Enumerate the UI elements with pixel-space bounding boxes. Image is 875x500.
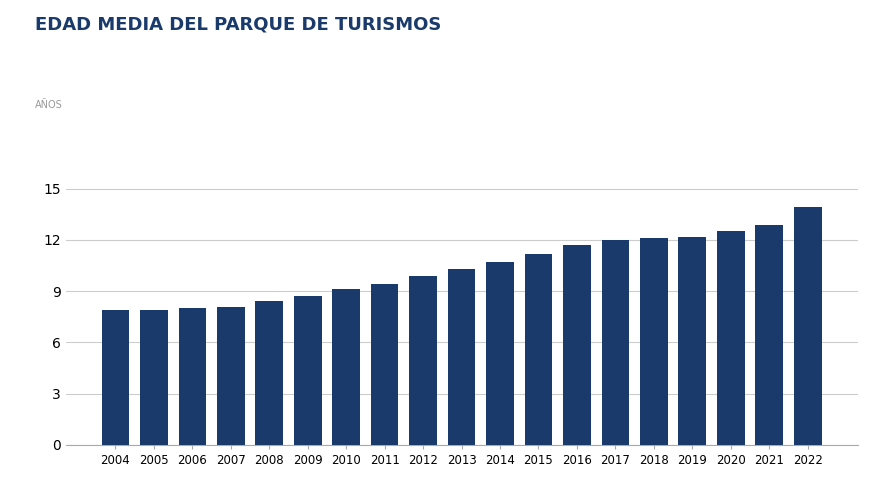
Bar — [487, 262, 514, 445]
Bar — [564, 245, 591, 445]
Bar — [640, 238, 668, 445]
Bar — [525, 254, 552, 445]
Bar — [448, 269, 475, 445]
Bar — [717, 232, 745, 445]
Bar — [178, 308, 206, 445]
Bar — [332, 290, 360, 445]
Text: AÑOS: AÑOS — [35, 100, 63, 110]
Bar — [410, 276, 437, 445]
Bar — [755, 224, 783, 445]
Bar — [371, 284, 398, 445]
Bar — [140, 310, 168, 445]
Bar — [794, 208, 822, 445]
Bar — [678, 236, 706, 445]
Bar — [255, 302, 284, 445]
Bar — [217, 306, 245, 445]
Bar — [601, 240, 629, 445]
Bar — [102, 310, 130, 445]
Text: EDAD MEDIA DEL PARQUE DE TURISMOS: EDAD MEDIA DEL PARQUE DE TURISMOS — [35, 15, 441, 33]
Bar — [294, 296, 322, 445]
